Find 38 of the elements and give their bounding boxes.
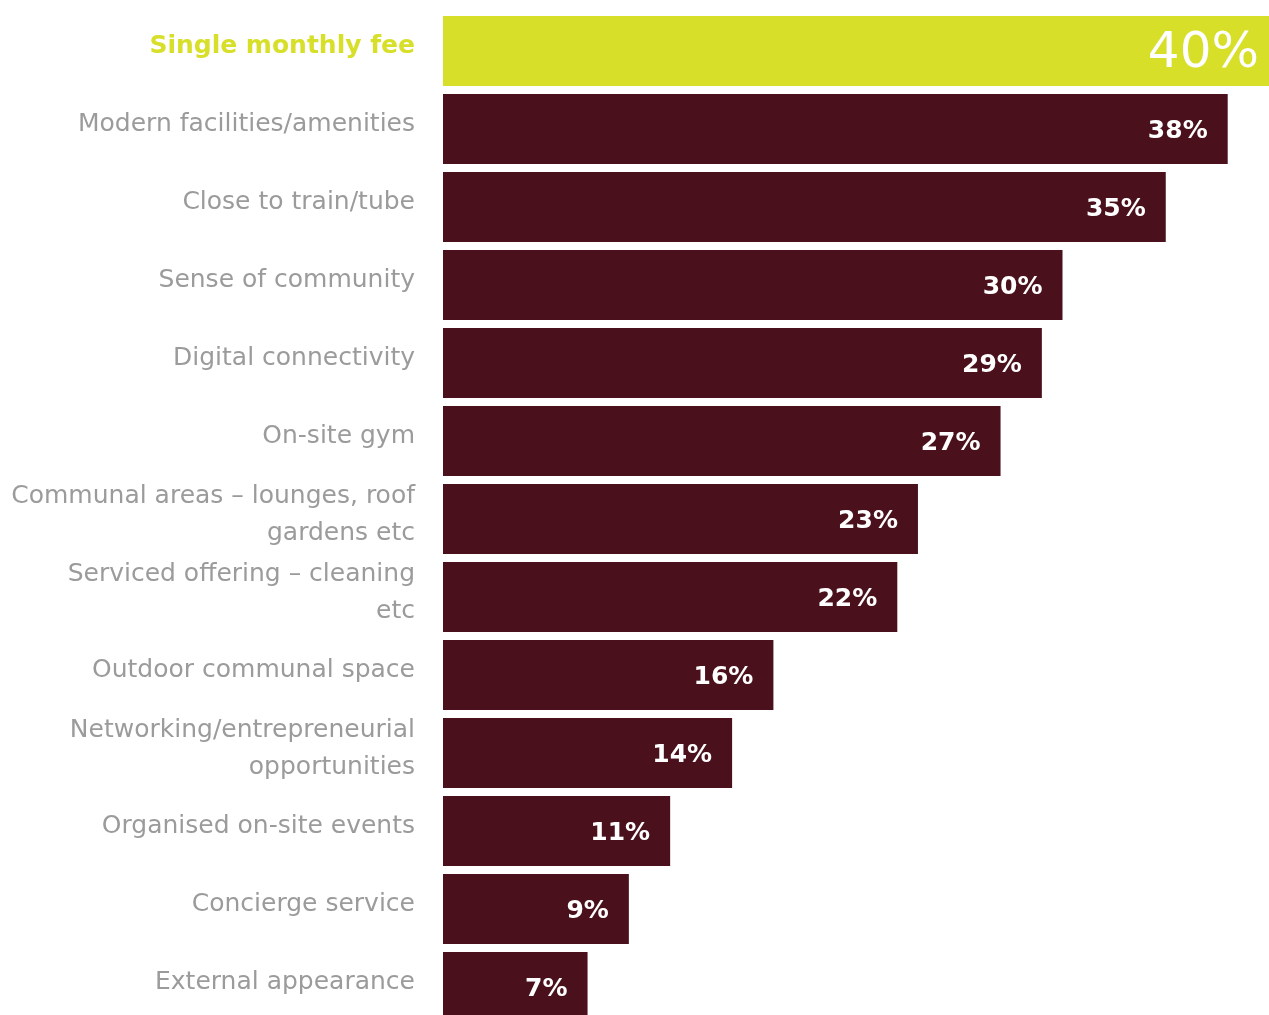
y-tick-label: Organised on-site events bbox=[101, 810, 415, 839]
y-tick-label: Serviced offering – cleaning etc bbox=[67, 557, 415, 624]
data-label: 35% bbox=[1085, 193, 1146, 222]
y-tick-label: Single monthly fee bbox=[149, 30, 415, 59]
data-label: 14% bbox=[652, 739, 713, 768]
bar bbox=[443, 16, 1269, 86]
bar bbox=[443, 406, 1001, 476]
bar bbox=[443, 172, 1166, 242]
data-label: 22% bbox=[817, 583, 878, 612]
bar bbox=[443, 328, 1042, 398]
bar bbox=[443, 250, 1063, 320]
y-tick-label: Networking/entrepreneurial opportunities bbox=[69, 713, 415, 780]
bar bbox=[443, 718, 733, 788]
bar bbox=[443, 640, 774, 710]
bar bbox=[443, 562, 898, 632]
data-label: 11% bbox=[590, 817, 651, 846]
data-label: 29% bbox=[962, 349, 1022, 378]
data-label: 30% bbox=[982, 271, 1043, 300]
y-tick-label: Concierge service bbox=[191, 888, 415, 917]
y-tick-label: On-site gym bbox=[262, 420, 415, 449]
y-tick-label: Digital connectivity bbox=[173, 342, 416, 371]
bar bbox=[443, 94, 1228, 164]
y-tick-label: External appearance bbox=[155, 966, 415, 995]
y-tick-label: Close to train/tube bbox=[182, 186, 415, 215]
data-label: 27% bbox=[920, 427, 981, 456]
bar bbox=[443, 874, 629, 944]
bar bbox=[443, 484, 918, 554]
data-label: 38% bbox=[1147, 115, 1208, 144]
data-label: 16% bbox=[693, 661, 754, 690]
data-label: 23% bbox=[838, 505, 898, 534]
data-label: 9% bbox=[566, 895, 609, 924]
y-tick-label: Outdoor communal space bbox=[92, 654, 415, 683]
data-label: 40% bbox=[1147, 21, 1259, 79]
data-label: 7% bbox=[525, 973, 568, 1002]
y-tick-label: Sense of community bbox=[158, 264, 416, 293]
bar bbox=[443, 796, 671, 866]
y-tick-label: Communal areas – lounges, roof gardens etc bbox=[11, 479, 417, 546]
y-tick-label: Modern facilities/amenities bbox=[77, 108, 415, 137]
